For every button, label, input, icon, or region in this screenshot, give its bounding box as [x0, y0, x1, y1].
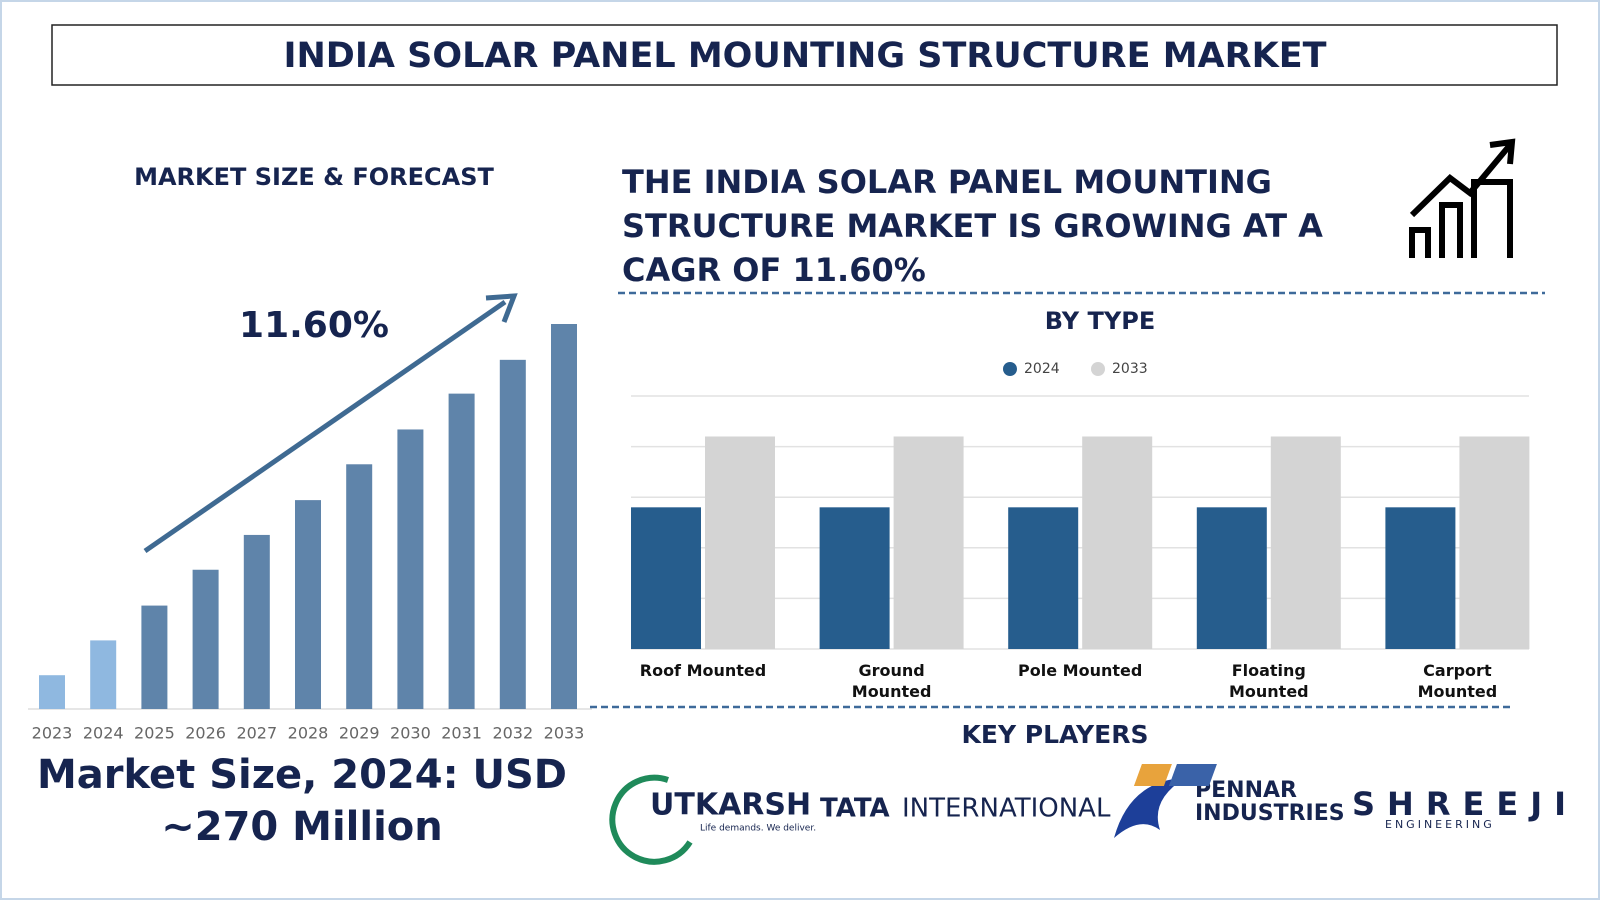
headline: THE INDIA SOLAR PANEL MOUNTING [622, 163, 1272, 201]
growth-icon [1409, 138, 1516, 258]
category-label: Pole Mounted [1018, 661, 1143, 680]
legend-label: 2033 [1112, 361, 1148, 377]
bar [1459, 436, 1530, 649]
logo-text: INTERNATIONAL [902, 794, 1111, 824]
x-tick-label: 2030 [390, 724, 431, 743]
legend-swatch [1003, 362, 1017, 376]
headline: CAGR OF 11.60% [622, 251, 926, 289]
logo-text: INDUSTRIES [1195, 801, 1345, 826]
bar [1196, 507, 1267, 649]
cagr-annotation: 11.60% [239, 305, 389, 346]
legend-swatch [1091, 362, 1105, 376]
arrow-head [485, 293, 518, 323]
logo-text: SHREEJI [1352, 785, 1578, 823]
bar [141, 605, 168, 709]
bar [551, 324, 577, 709]
x-tick-label: 2028 [288, 724, 329, 743]
x-tick-label: 2029 [339, 724, 380, 743]
bar [1008, 507, 1079, 649]
bar [631, 507, 701, 649]
x-tick-label: 2023 [32, 724, 73, 743]
market-size: Market Size, 2024: USD [37, 752, 567, 798]
bar [1270, 436, 1341, 649]
category-label: Ground Mounted [851, 661, 932, 701]
bar [90, 640, 117, 709]
bar [1385, 507, 1456, 649]
x-tick-label: 2032 [492, 724, 533, 743]
growth-arrow [143, 299, 507, 554]
bar [192, 569, 219, 709]
title: INDIA SOLAR PANEL MOUNTING STRUCTURE MAR… [283, 36, 1326, 76]
shreeji-panels [1133, 764, 1217, 786]
logo-tagline: ENGINEERING [1385, 818, 1495, 831]
category-label: Roof Mounted [639, 661, 767, 680]
x-tick-label: 2025 [134, 724, 175, 743]
chart-title: BY TYPE [1045, 307, 1155, 335]
logo-text: PENNAR [1195, 778, 1297, 803]
x-tick-label: 2027 [236, 724, 277, 743]
bar [397, 429, 424, 709]
utkarsh-swoosh [609, 774, 693, 865]
legend-label: 2024 [1024, 361, 1060, 377]
pennar-mark [1114, 778, 1185, 838]
bar [243, 534, 270, 709]
bar [1082, 436, 1153, 649]
bar [819, 507, 890, 649]
logo-text: UTKARSH [650, 788, 811, 823]
market-size: ~270 Million [161, 804, 443, 850]
x-tick-label: 2024 [83, 724, 124, 743]
chart-title: MARKET SIZE & FORECAST [134, 163, 494, 191]
category-label: Floating Mounted [1228, 661, 1309, 701]
section-title: KEY PLAYERS [962, 720, 1149, 749]
bar [346, 464, 373, 709]
bar [295, 500, 321, 709]
x-tick-label: 2031 [441, 724, 482, 743]
bar [39, 675, 65, 709]
headline: STRUCTURE MARKET IS GROWING AT A [622, 207, 1323, 245]
logo-tagline: Life demands. We deliver. [700, 824, 816, 834]
bar [448, 393, 475, 709]
bar [499, 359, 526, 709]
x-tick-label: 2033 [544, 724, 585, 743]
x-tick-label: 2026 [185, 724, 226, 743]
bar [705, 436, 775, 649]
logo-text: TATA [820, 794, 890, 824]
category-label: Carport Mounted [1417, 661, 1498, 701]
title-box [51, 24, 1558, 86]
bar [893, 436, 964, 649]
